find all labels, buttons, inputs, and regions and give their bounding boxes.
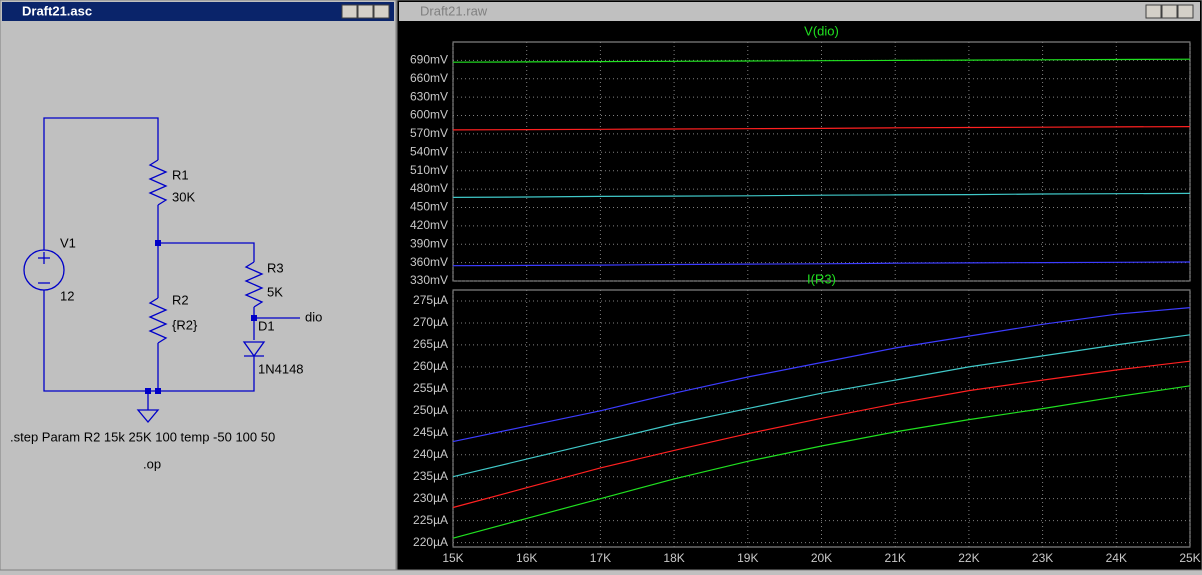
series-line xyxy=(452,385,1191,539)
x-tick-label: 23K xyxy=(1032,551,1053,565)
y-tick-label: 270µA xyxy=(413,315,448,329)
window-buttons xyxy=(341,4,390,19)
y-tick-label: 450mV xyxy=(410,200,448,214)
close-button[interactable] xyxy=(373,4,390,19)
y-tick-label: 220µA xyxy=(413,535,448,549)
series-line xyxy=(452,58,1191,63)
schematic-title: Draft21.asc xyxy=(22,3,92,18)
series-line xyxy=(452,360,1191,509)
label: 1N4148 xyxy=(258,361,304,376)
label: D1 xyxy=(258,318,275,333)
plots: V(dio) 330mV 360mV 390mV 420mV 450mV 480mV 510m… xyxy=(410,23,1201,565)
y-tick-label: 260µA xyxy=(413,359,448,373)
plot-title: I(R3) xyxy=(807,271,836,286)
series-line xyxy=(452,261,1191,267)
y-tick-label: 600mV xyxy=(410,108,448,122)
y-tick-label: 630mV xyxy=(410,89,448,103)
series-line xyxy=(452,192,1191,198)
y-tick-label: 570mV xyxy=(410,126,448,140)
series-line xyxy=(452,334,1191,478)
label: V1 xyxy=(60,235,76,250)
x-tick-label: 17K xyxy=(590,551,611,565)
schematic-window xyxy=(0,0,397,571)
y-tick-label: 480mV xyxy=(410,181,448,195)
label: 12 xyxy=(60,288,74,303)
resistor xyxy=(244,261,264,308)
y-tick-label: 275µA xyxy=(413,293,448,307)
node xyxy=(145,388,151,394)
series-line xyxy=(452,307,1191,443)
series-line xyxy=(452,126,1191,131)
x-tick-label: 20K xyxy=(811,551,832,565)
minimize-button[interactable] xyxy=(1145,4,1162,19)
label: 5K xyxy=(267,284,283,299)
voltage-source xyxy=(23,249,65,291)
schematic-title-bar[interactable] xyxy=(2,2,394,21)
waveform-title: Draft21.raw xyxy=(420,3,488,18)
y-tick-label: 390mV xyxy=(410,236,448,250)
schematic: V1 12 R1 30K R2 {R2} R3 5K D1 1N4148 dio… xyxy=(10,117,322,471)
label: R1 xyxy=(172,167,189,182)
wire xyxy=(158,242,255,262)
resistor xyxy=(148,159,168,206)
wire xyxy=(43,117,159,250)
y-tick-label: 225µA xyxy=(413,513,448,527)
maximize-button[interactable] xyxy=(357,4,374,19)
close-button[interactable] xyxy=(1177,4,1194,19)
plot-title: V(dio) xyxy=(804,23,839,38)
y-tick-label: 690mV xyxy=(410,53,448,67)
waveform-window xyxy=(396,0,1202,571)
y-tick-label: 265µA xyxy=(413,337,448,351)
x-tick-label: 22K xyxy=(958,551,979,565)
y-tick-label: 330mV xyxy=(410,273,448,287)
maximize-button[interactable] xyxy=(1161,4,1178,19)
minimize-button[interactable] xyxy=(341,4,358,19)
x-tick-label: 18K xyxy=(663,551,684,565)
y-tick-label: 230µA xyxy=(413,491,448,505)
resistor xyxy=(148,297,168,344)
label: 30K xyxy=(172,189,195,204)
y-tick-label: 255µA xyxy=(413,381,448,395)
x-tick-label: 25K xyxy=(1179,551,1200,565)
node xyxy=(155,240,161,246)
node xyxy=(251,315,257,321)
label: {R2} xyxy=(172,317,198,332)
y-tick-label: 360mV xyxy=(410,255,448,269)
x-tick-label: 19K xyxy=(737,551,758,565)
directive: .step Param R2 15k 25K 100 temp -50 100 … xyxy=(10,429,275,444)
x-tick-label: 15K xyxy=(442,551,463,565)
y-tick-label: 660mV xyxy=(410,71,448,85)
directive: .op xyxy=(143,456,161,471)
label: R3 xyxy=(267,260,284,275)
x-tick-label: 21K xyxy=(885,551,906,565)
label: R2 xyxy=(172,292,189,307)
node xyxy=(155,388,161,394)
y-tick-label: 420mV xyxy=(410,218,448,232)
ground xyxy=(136,409,160,424)
y-tick-label: 510mV xyxy=(410,163,448,177)
label: dio xyxy=(305,309,322,324)
y-tick-label: 250µA xyxy=(413,403,448,417)
x-tick-label: 24K xyxy=(1106,551,1127,565)
y-tick-label: 245µA xyxy=(413,425,448,439)
x-tick-label: 16K xyxy=(516,551,537,565)
y-tick-label: 235µA xyxy=(413,469,448,483)
waveform-title-bar[interactable] xyxy=(399,2,1200,21)
y-tick-label: 540mV xyxy=(410,144,448,158)
y-tick-label: 240µA xyxy=(413,447,448,461)
diode xyxy=(242,341,266,358)
